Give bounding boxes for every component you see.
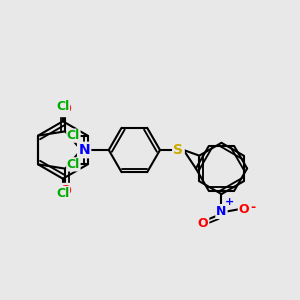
Text: N: N bbox=[78, 143, 90, 157]
Text: O: O bbox=[59, 102, 71, 116]
Text: S: S bbox=[173, 143, 183, 157]
Text: O: O bbox=[239, 203, 249, 216]
Text: Cl: Cl bbox=[56, 100, 70, 113]
Text: -: - bbox=[251, 201, 256, 214]
Text: O: O bbox=[59, 184, 71, 198]
Text: +: + bbox=[225, 197, 234, 207]
Text: Cl: Cl bbox=[67, 129, 80, 142]
Text: Cl: Cl bbox=[67, 158, 80, 171]
Text: O: O bbox=[198, 217, 208, 230]
Text: N: N bbox=[216, 205, 227, 218]
Text: Cl: Cl bbox=[56, 187, 70, 200]
